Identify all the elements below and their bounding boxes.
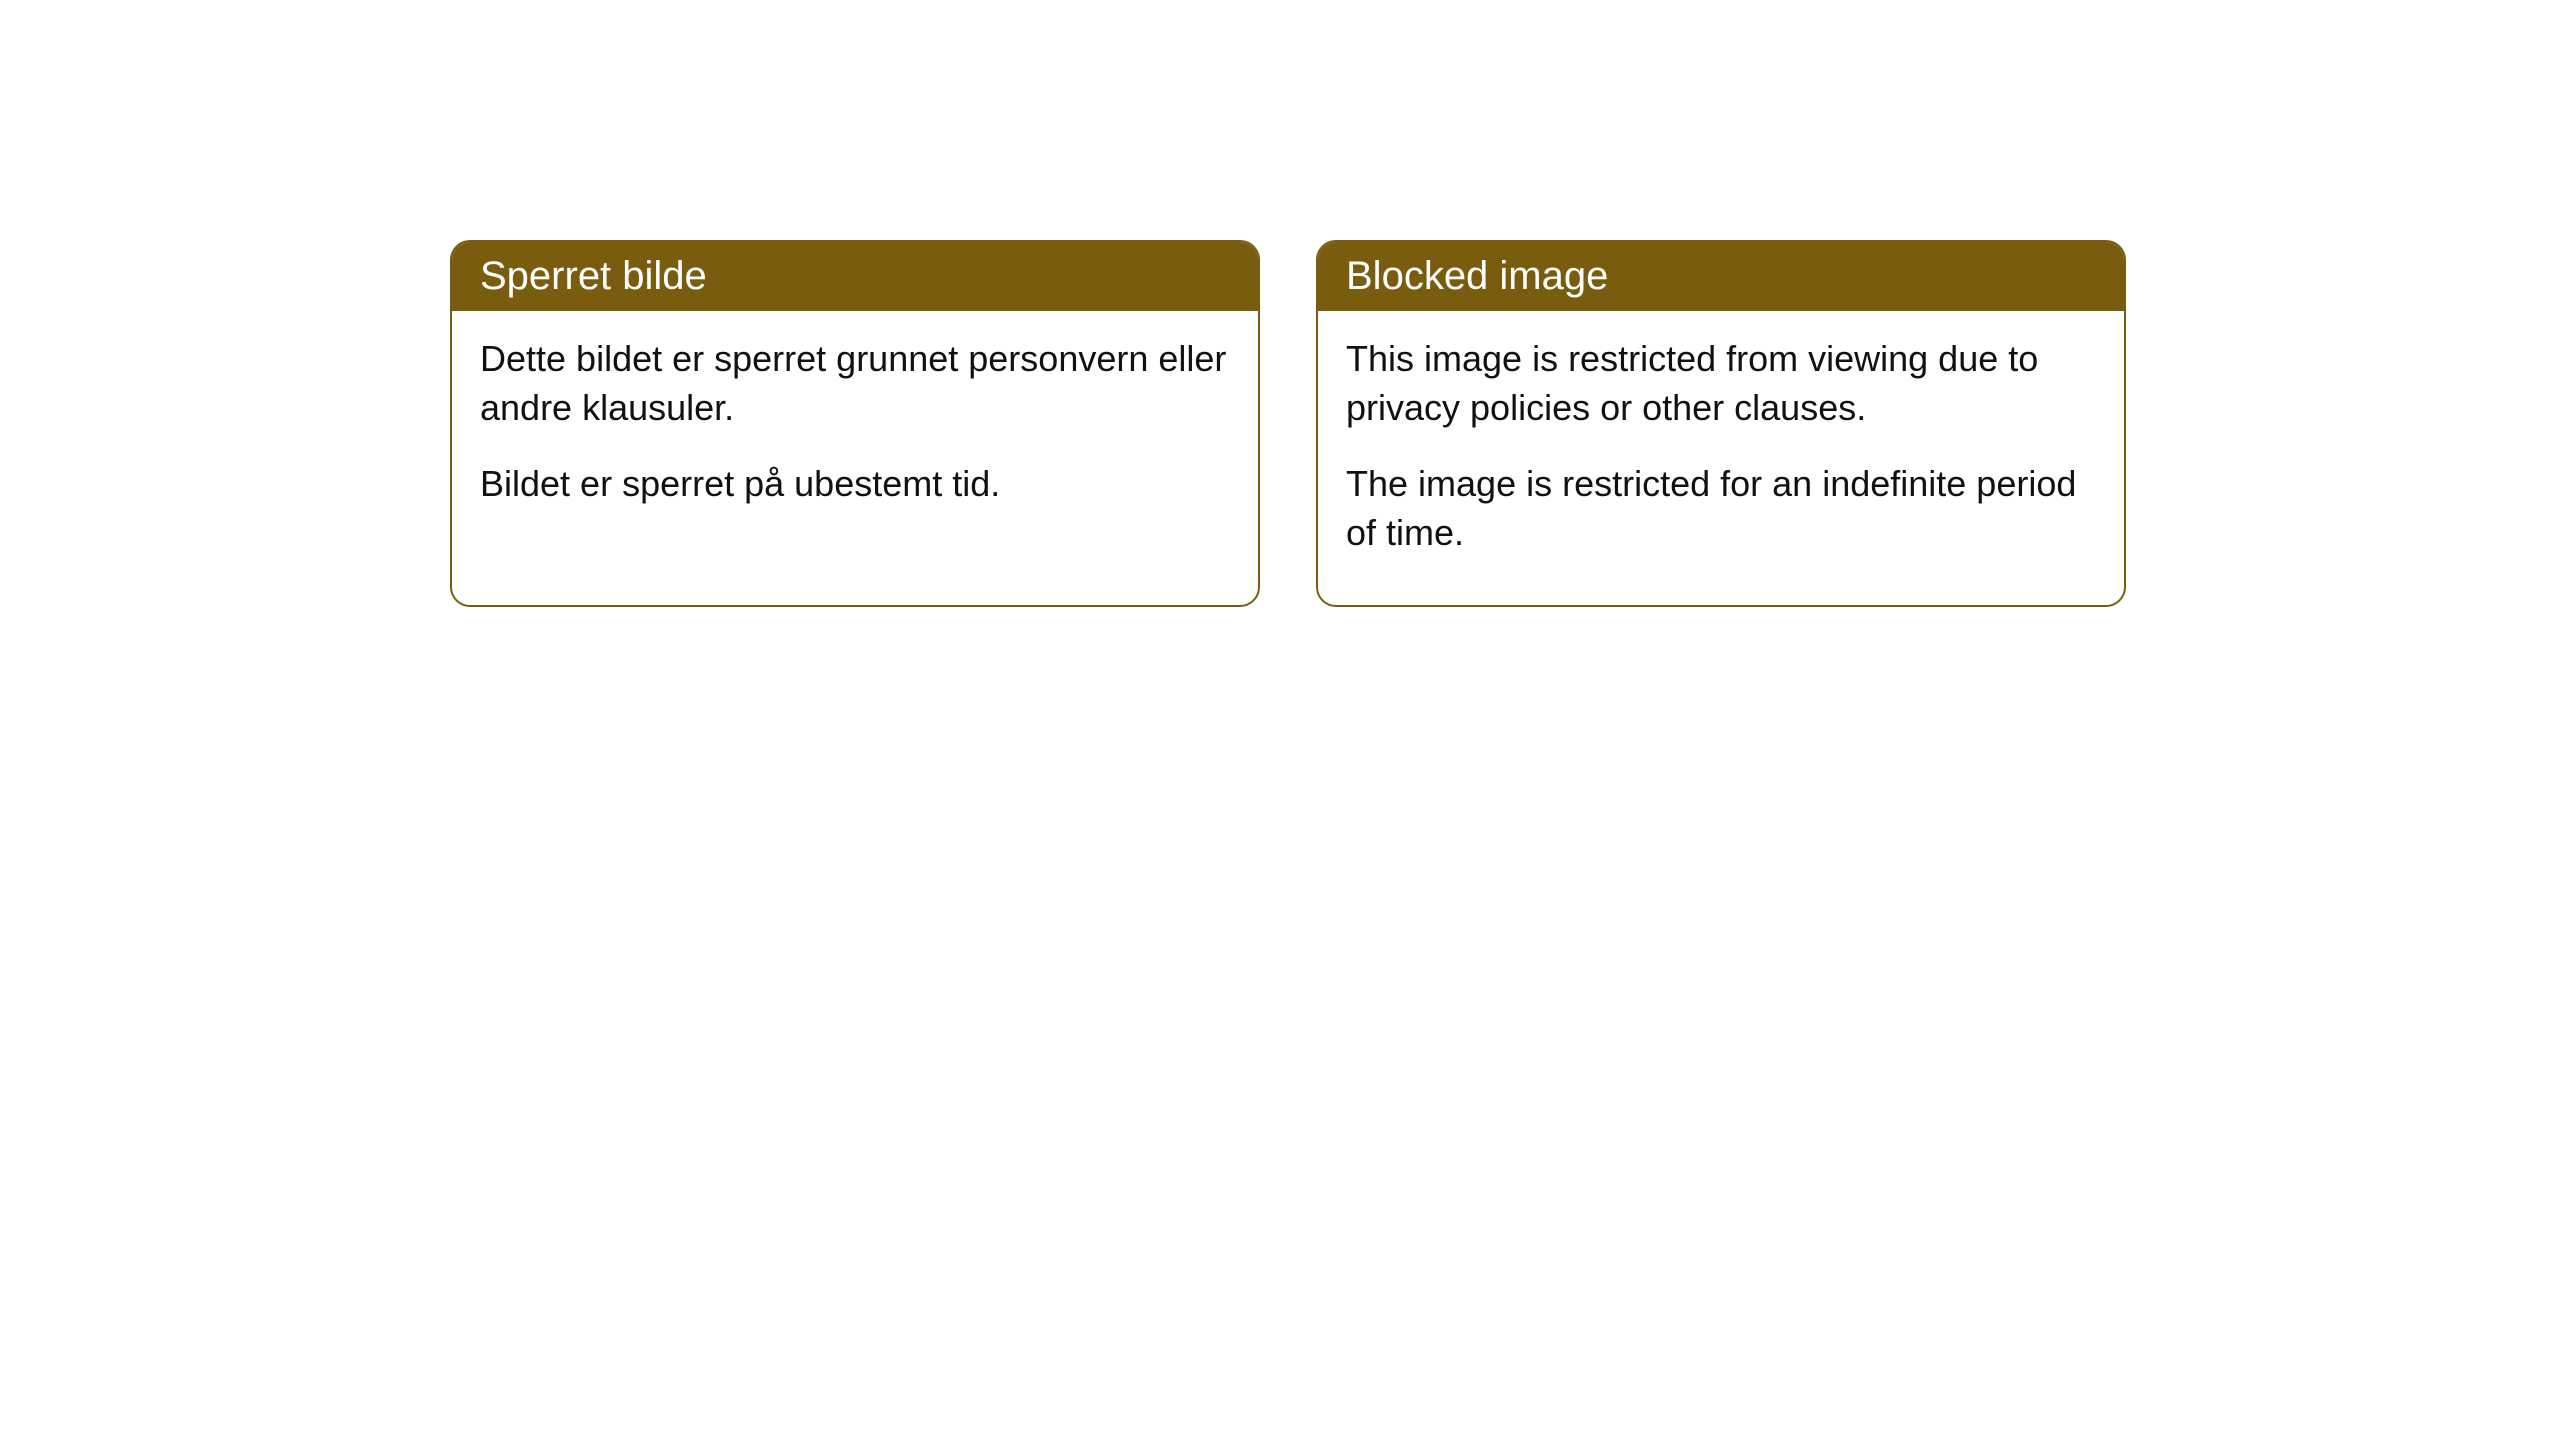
notice-body-english: This image is restricted from viewing du… [1318, 311, 2124, 605]
notice-container: Sperret bilde Dette bildet er sperret gr… [450, 240, 2126, 607]
notice-header-norwegian: Sperret bilde [452, 242, 1258, 311]
notice-paragraph: The image is restricted for an indefinit… [1346, 460, 2096, 557]
notice-paragraph: Bildet er sperret på ubestemt tid. [480, 460, 1230, 509]
notice-paragraph: Dette bildet er sperret grunnet personve… [480, 335, 1230, 432]
notice-header-english: Blocked image [1318, 242, 2124, 311]
notice-title: Blocked image [1346, 254, 1608, 298]
notice-body-norwegian: Dette bildet er sperret grunnet personve… [452, 311, 1258, 557]
notice-paragraph: This image is restricted from viewing du… [1346, 335, 2096, 432]
notice-card-norwegian: Sperret bilde Dette bildet er sperret gr… [450, 240, 1260, 607]
notice-card-english: Blocked image This image is restricted f… [1316, 240, 2126, 607]
notice-title: Sperret bilde [480, 254, 707, 298]
